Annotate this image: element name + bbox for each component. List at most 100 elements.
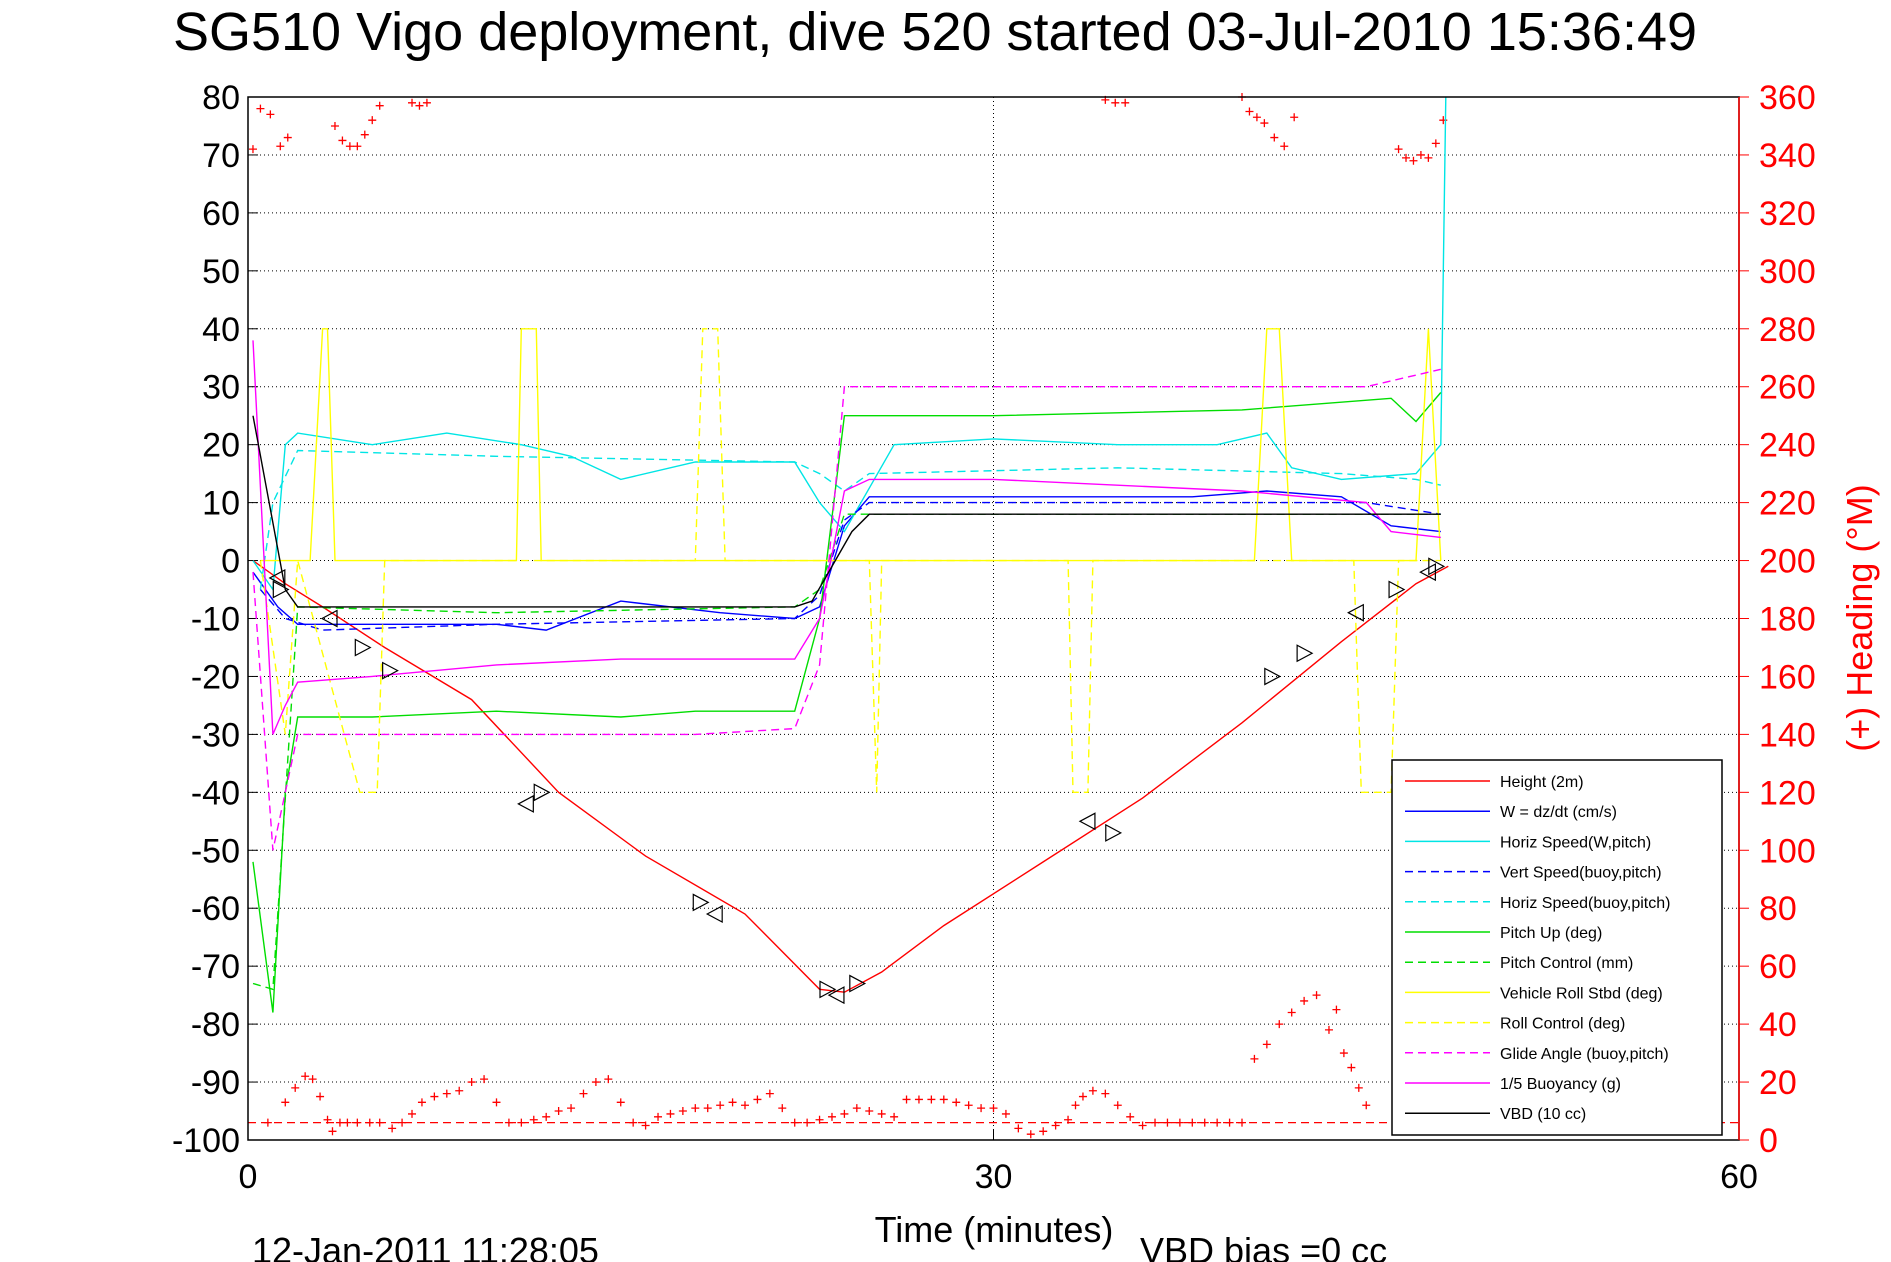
- heading-point: [301, 1072, 310, 1081]
- heading-point: [316, 1092, 325, 1101]
- marker-triangle-left: [517, 794, 534, 813]
- y2-tick-label: 180: [1759, 601, 1816, 639]
- heading-point: [1088, 1086, 1097, 1095]
- heading-point: [902, 1095, 911, 1104]
- legend-label: Vert Speed(buoy,pitch): [1500, 865, 1662, 882]
- series-line: [259, 328, 1441, 793]
- heading-point: [1121, 98, 1130, 107]
- heading-point: [790, 1118, 799, 1127]
- marker-triangle-right: [1388, 580, 1406, 599]
- y-tick-label: -100: [172, 1122, 240, 1160]
- heading-point: [1071, 1101, 1080, 1110]
- heading-point: [276, 142, 285, 151]
- heading-point: [1113, 1101, 1122, 1110]
- x-tick-label: 0: [239, 1158, 258, 1196]
- heading-point: [338, 136, 347, 145]
- height-markers: [268, 557, 1446, 1005]
- heading-point: [422, 98, 431, 107]
- legend: Height (2m) W = dz/dt (cm/s) Horiz Speed(W…: [1391, 759, 1723, 1136]
- heading-point: [1394, 145, 1403, 154]
- series-line: [260, 328, 1442, 562]
- heading-point: [1175, 1118, 1184, 1127]
- heading-point: [803, 1118, 812, 1127]
- heading-point: [1270, 133, 1279, 142]
- heading-point: [852, 1104, 861, 1113]
- y-tick-label: -90: [191, 1064, 240, 1102]
- y2-tick-label: 240: [1759, 427, 1816, 465]
- heading-point: [1424, 153, 1433, 162]
- heading-point: [1362, 1101, 1371, 1110]
- legend-label: Vehicle Roll Stbd (deg): [1500, 985, 1663, 1002]
- heading-point: [765, 1089, 774, 1098]
- heading-point: [1188, 1118, 1197, 1127]
- y-tick-label: -70: [191, 948, 240, 986]
- y2-tick-label: 260: [1759, 369, 1816, 407]
- heading-point: [691, 1104, 700, 1113]
- heading-point: [927, 1095, 936, 1104]
- heading-point: [1245, 107, 1254, 116]
- series-line: [252, 415, 1441, 608]
- legend-label: VBD (10 cc): [1500, 1106, 1586, 1123]
- heading-point: [330, 121, 339, 130]
- y-tick-label: 40: [202, 311, 240, 349]
- heading-point: [408, 98, 417, 107]
- y2-tick-label: 60: [1759, 948, 1797, 986]
- heading-point: [308, 1075, 317, 1084]
- heading-point: [529, 1115, 538, 1124]
- series-line: [252, 560, 1449, 993]
- y2-tick-label: 280: [1759, 311, 1816, 349]
- heading-point: [368, 116, 377, 125]
- series-line: [252, 96, 1447, 592]
- heading-point: [939, 1095, 948, 1104]
- heading-point: [281, 1098, 290, 1107]
- heading-point: [517, 1118, 526, 1127]
- heading-point: [256, 104, 265, 113]
- series-line: [259, 449, 1441, 590]
- heading-point: [408, 1109, 417, 1118]
- heading-point: [343, 1118, 352, 1127]
- heading-point: [778, 1104, 787, 1113]
- heading-point: [353, 1118, 362, 1127]
- marker-triangle-right: [1264, 667, 1282, 686]
- chart-title: SG510 Vigo deployment, dive 520 started …: [173, 2, 1697, 62]
- y2-tick-label: 140: [1759, 716, 1816, 754]
- heading-point: [398, 1118, 407, 1127]
- heading-point: [353, 142, 362, 151]
- heading-point: [1300, 996, 1309, 1005]
- y2-tick-label: 340: [1759, 137, 1816, 175]
- heading-point: [1409, 156, 1418, 165]
- y2-tick-label: 300: [1759, 253, 1816, 291]
- heading-point: [1347, 1063, 1356, 1072]
- heading-point: [1324, 1025, 1333, 1034]
- heading-point: [415, 101, 424, 110]
- y-tick-label: -40: [191, 774, 240, 812]
- heading-point: [542, 1112, 551, 1121]
- series-line: [252, 392, 1442, 1013]
- marker-triangle-left: [268, 568, 286, 587]
- heading-point: [291, 1083, 300, 1092]
- y-tick-label: -50: [191, 832, 240, 870]
- heading-point: [430, 1092, 439, 1101]
- y2-tick-label: 200: [1759, 543, 1816, 581]
- marker-triangle-right: [692, 893, 710, 912]
- heading-point: [678, 1107, 687, 1116]
- marker-triangle-left: [705, 905, 723, 924]
- heading-point: [591, 1078, 600, 1087]
- heading-point: [417, 1098, 426, 1107]
- y-tick-label: 80: [202, 79, 240, 117]
- heading-point: [1051, 1121, 1060, 1130]
- marker-triangle-right: [819, 980, 837, 999]
- legend-label: 1/5 Buoyancy (g): [1500, 1076, 1621, 1093]
- marker-triangle-left: [1078, 812, 1096, 831]
- heading-point: [248, 145, 257, 154]
- heading-point: [1126, 1112, 1135, 1121]
- heading-point: [1225, 1118, 1234, 1127]
- y2-tick-labels: 0 20 40 60 80 100 120 140 160 180 200 220 240 260 280 3…: [1739, 79, 1816, 1160]
- heading-point: [1163, 1118, 1172, 1127]
- y-tick-labels: -100-90-80-70-60-50-40-30-20-10010203040…: [172, 79, 258, 1160]
- heading-point: [1332, 1005, 1341, 1014]
- heading-point: [1064, 1115, 1073, 1124]
- legend-label: Roll Control (deg): [1500, 1016, 1625, 1033]
- y-tick-label: -10: [191, 601, 240, 639]
- y2-tick-label: 40: [1759, 1006, 1797, 1044]
